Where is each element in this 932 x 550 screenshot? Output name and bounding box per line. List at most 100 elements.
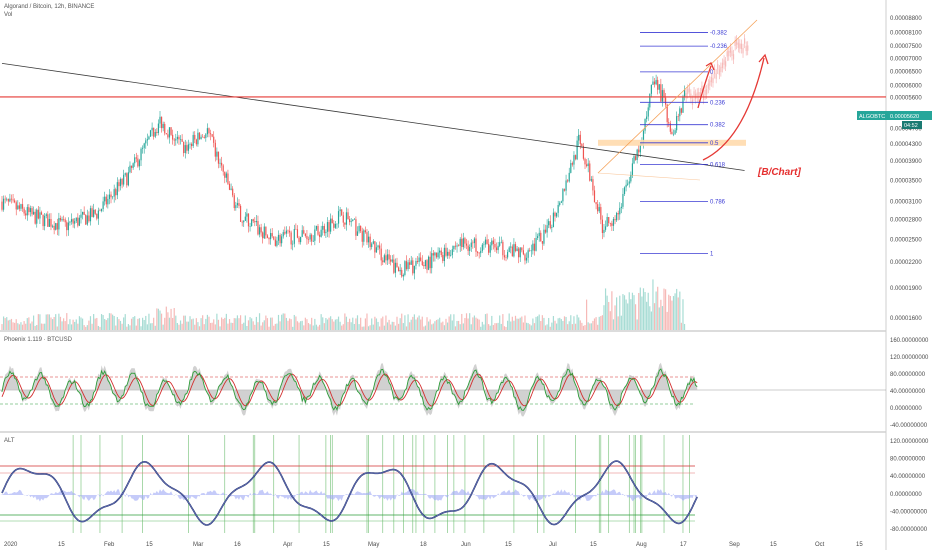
volume-bar	[78, 316, 81, 330]
main-panel[interactable]	[0, 0, 886, 330]
price-axis[interactable]	[886, 0, 932, 550]
candle-body	[396, 262, 398, 268]
candle-body	[153, 127, 155, 137]
volume-bar	[582, 325, 585, 330]
projection-candle	[723, 59, 725, 65]
volume-bar	[266, 318, 269, 330]
volume-bar	[186, 321, 188, 330]
candle-body	[191, 143, 193, 147]
candle-body	[124, 173, 126, 175]
volume-bar	[178, 324, 180, 330]
candle-body	[159, 116, 161, 124]
volume-bar	[617, 316, 619, 330]
volume-bar	[353, 323, 355, 330]
volume-bar	[535, 316, 537, 330]
projection-candle	[704, 89, 706, 96]
osc-tick-label: -40.00000000	[890, 423, 928, 429]
candle-body	[510, 246, 512, 248]
candle-body	[146, 139, 148, 141]
projection-candle	[734, 40, 736, 46]
volume-bar	[382, 316, 384, 330]
price-tag-bg	[888, 111, 932, 120]
lower-title: ALT	[4, 438, 15, 444]
candle-body	[88, 215, 90, 222]
volume-bar	[518, 318, 520, 330]
volume-bar	[491, 315, 493, 330]
candle-body	[437, 252, 439, 258]
candle-body	[333, 223, 335, 228]
candle-body	[394, 262, 397, 273]
volume-bar	[366, 313, 368, 330]
volume-bar	[148, 313, 150, 330]
volume-bar	[500, 323, 502, 330]
volume-bar	[503, 326, 506, 330]
candle-body	[642, 130, 645, 143]
candle-body	[162, 123, 164, 129]
candle-body	[597, 204, 599, 212]
volume-bar	[349, 318, 351, 330]
volume-bar	[228, 319, 231, 330]
candle-body	[571, 163, 573, 165]
candle-body	[589, 163, 591, 181]
volume-bar	[410, 319, 412, 330]
volume-bar	[527, 323, 529, 330]
volume-bar	[37, 314, 39, 330]
projection-candle	[693, 91, 695, 97]
candle-body	[287, 230, 289, 232]
candle-body	[306, 235, 308, 240]
volume-bar	[344, 313, 346, 330]
candle-body	[33, 211, 35, 215]
projection-candle	[706, 89, 708, 95]
volume-bar	[146, 324, 148, 330]
arrow-up-short	[697, 65, 712, 109]
volume-bar	[579, 320, 581, 330]
projection-candle	[728, 50, 730, 57]
volume-bar	[53, 317, 55, 330]
candle-body	[375, 247, 378, 253]
candle-body	[164, 123, 166, 134]
candle-body	[377, 245, 379, 248]
volume-bar	[331, 319, 333, 330]
volume-bar	[472, 317, 474, 330]
candle-body	[100, 209, 103, 211]
candle-body	[26, 207, 28, 216]
volume-bar	[544, 325, 547, 330]
candle-body	[638, 149, 640, 153]
osc-area	[0, 362, 698, 417]
volume-bar	[548, 317, 550, 330]
volume-bar	[603, 305, 605, 330]
candle-body	[606, 217, 608, 227]
volume-bar	[75, 319, 77, 330]
volume-bar	[206, 314, 208, 330]
volume-bar	[657, 286, 659, 330]
candle-body	[184, 145, 186, 154]
x-tick-label: Mar	[193, 542, 203, 548]
candle-body	[541, 241, 543, 244]
candle-body	[167, 134, 169, 138]
candle-body	[649, 93, 651, 108]
volume-bar	[130, 318, 133, 330]
volume-bar	[465, 313, 468, 330]
volume-bar	[20, 322, 22, 330]
candle-body	[110, 194, 112, 198]
candle-body	[469, 247, 471, 251]
volume-bar	[674, 293, 676, 330]
x-tick-label: 15	[505, 542, 512, 548]
volume-bar	[217, 319, 220, 330]
candle-body	[650, 84, 652, 94]
volume-bar	[514, 315, 517, 330]
volume-bar	[89, 316, 92, 330]
projection-candle	[712, 77, 714, 84]
volume-bar	[350, 322, 352, 330]
candle-body	[382, 260, 384, 263]
price-tag-time: 04:52	[904, 123, 918, 129]
candle-body	[627, 183, 629, 185]
candle-body	[676, 116, 678, 131]
candle-body	[221, 162, 223, 166]
candle-body	[14, 200, 16, 203]
candle-body	[176, 136, 178, 140]
candle-body	[315, 225, 318, 230]
volume-bar	[358, 324, 360, 330]
x-tick-label: 17	[680, 542, 687, 548]
